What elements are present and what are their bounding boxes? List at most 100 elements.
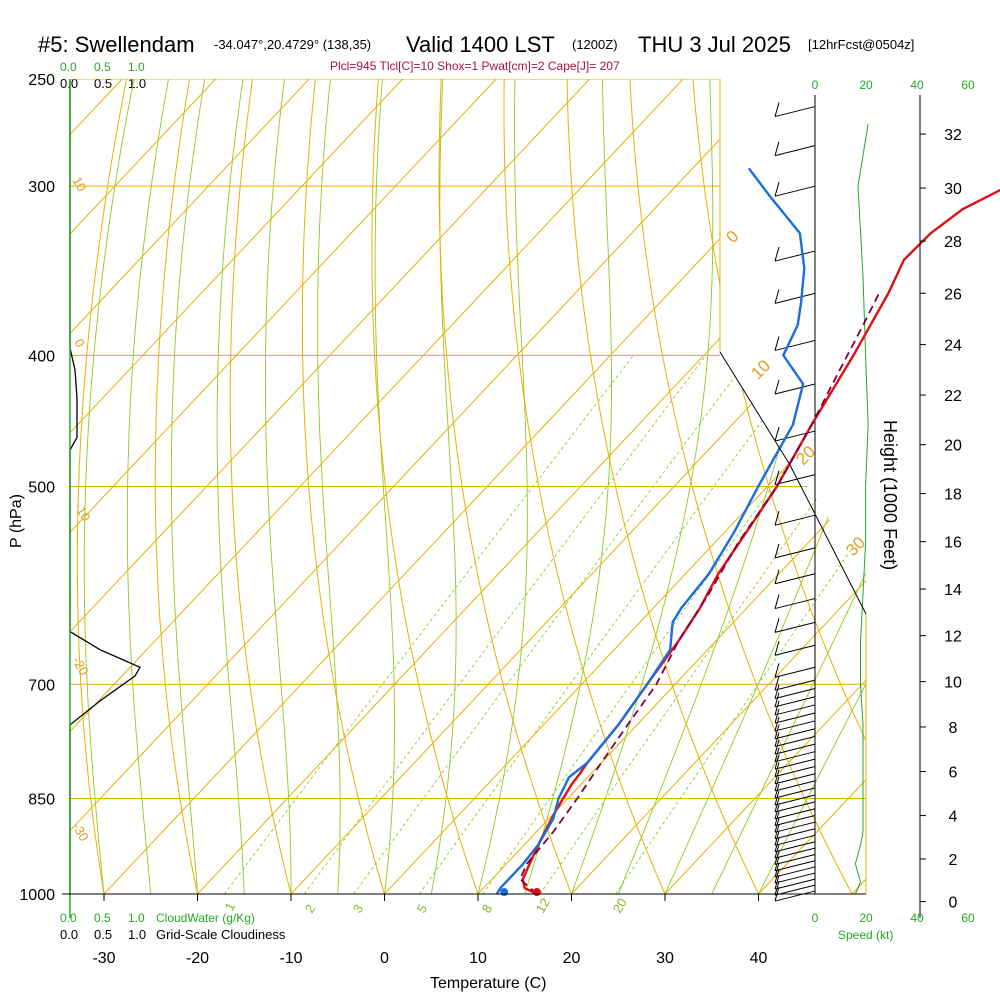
wind-barb — [774, 765, 816, 777]
wind-barb — [774, 890, 816, 902]
wind-barb — [774, 815, 816, 826]
isotherm-label-right: 10 — [747, 356, 774, 383]
wind-barb-flag — [774, 246, 780, 262]
wind-barb — [774, 821, 816, 833]
speed-tick-label-top: 60 — [961, 78, 975, 92]
height-tick-label: 2 — [949, 852, 958, 869]
wind-barb — [774, 743, 816, 755]
speed-tick-label: 0 — [812, 911, 819, 925]
wind-barb-flag — [774, 724, 780, 739]
moist-adiabat — [477, 79, 528, 894]
height-tick-label: 26 — [944, 286, 962, 303]
cloud-scale-top-label-0: 0.0 — [60, 60, 77, 74]
dry-adiabat — [503, 79, 666, 894]
wind-barb-flag — [774, 783, 780, 799]
wind-barb-flag — [774, 769, 780, 784]
mixing-ratio-line — [539, 355, 866, 894]
height-tick-label: 4 — [949, 809, 958, 826]
cloud-scale-top2-label-2: 1.0 — [128, 76, 146, 91]
wind-barb — [774, 679, 816, 691]
moist-adiabat — [664, 79, 866, 894]
isotherm-label-left: 10 — [69, 174, 89, 194]
height-tick-label: 24 — [944, 338, 962, 355]
moist-adiabat — [317, 79, 341, 894]
wind-barb — [774, 866, 816, 878]
wind-barb — [774, 787, 816, 799]
isotherm-label-right: 0 — [722, 227, 742, 247]
mixing-ratio-line — [303, 355, 707, 894]
pressure-tick-label: 400 — [28, 348, 55, 365]
wind-barb-flag — [774, 762, 780, 777]
cloudiness-label: Grid-Scale Cloudiness — [156, 927, 286, 942]
cloud-scale-bottom-label-2: 1.0 — [128, 911, 145, 925]
surface-temperature-marker — [532, 888, 541, 896]
pressure-tick-label: 700 — [28, 677, 55, 694]
wind-barb — [774, 728, 816, 740]
wind-barb-flag — [774, 470, 780, 485]
isotherm — [664, 79, 866, 894]
sounding-profiles — [495, 167, 1000, 896]
x-tick-label: 40 — [750, 950, 768, 967]
height-tick-label: 0 — [949, 895, 958, 912]
wind-barb-flag — [774, 754, 780, 770]
wind-barb — [774, 878, 816, 890]
wind-barb — [774, 847, 816, 859]
wind-barb — [774, 339, 816, 351]
wind-barb-flag — [774, 543, 780, 558]
wind-barb-flag — [774, 511, 780, 526]
isotherm — [571, 79, 866, 894]
x-tick-label: -20 — [186, 950, 209, 967]
cloud-scale-top-label-1: 0.5 — [94, 60, 111, 74]
wind-barb-flag — [774, 776, 780, 792]
wind-barb — [774, 292, 816, 304]
wind-barb-flag — [774, 182, 780, 197]
wind-barb — [774, 666, 816, 678]
wind-barb-flag — [774, 675, 780, 691]
wind-barb-flag — [774, 379, 780, 395]
mixing-ratio-label: 12 — [533, 895, 553, 915]
wind-barb — [774, 547, 816, 559]
wind-barb — [774, 801, 816, 813]
forecast-date: THU 3 Jul 2025 — [638, 32, 791, 57]
wind-barb — [774, 720, 816, 732]
wind-barb — [774, 383, 816, 395]
surface-dewpoint-marker — [500, 888, 509, 896]
isotherm-label-left: -30 — [69, 820, 91, 844]
height-tick-label: 32 — [944, 127, 962, 144]
dry-adiabat — [566, 79, 759, 894]
x-tick-label: 20 — [563, 950, 581, 967]
wind-barb-flag — [774, 426, 780, 442]
wind-barb — [774, 773, 816, 785]
isotherm — [70, 79, 216, 894]
station-coords: -34.047°,20.4729° (138,35) — [214, 37, 371, 52]
wind-barb — [774, 854, 816, 865]
isotherm-label-left: 0 — [71, 336, 88, 350]
cloud-scale-bottom: 0.0 0.5 1.0 CloudWater (g/Kg) 0.0 0.5 1.… — [60, 911, 286, 942]
mixing-ratio-line — [353, 355, 752, 894]
cloud-scale-top2-label-0: 0.0 — [60, 76, 78, 91]
moist-adiabat — [524, 79, 612, 894]
wind-barb — [774, 860, 816, 872]
wind-barb — [774, 106, 816, 118]
wind-barb — [774, 145, 816, 157]
valid-time: Valid 1400 LST — [406, 32, 555, 57]
wind-barb — [774, 736, 816, 747]
wind-barb-flag — [774, 663, 780, 678]
cloud-scale-bottom-label-1: 0.5 — [94, 911, 111, 925]
height-tick-label: 10 — [944, 675, 962, 692]
cloud-scale-top-label-2: 1.0 — [128, 60, 145, 74]
wind-barb-flag — [774, 716, 780, 732]
dry-adiabat — [301, 79, 385, 894]
station-title: #5: Swellendam — [38, 32, 195, 57]
wind-barb — [774, 758, 816, 770]
height-tick-label: 22 — [944, 388, 962, 405]
speed-tick-label: 20 — [859, 911, 873, 925]
wind-barb-flag — [774, 141, 780, 156]
wind-speed-line — [854, 124, 869, 895]
wind-barb — [774, 808, 816, 820]
wind-barb — [774, 704, 816, 716]
height-tick-label: 16 — [944, 535, 962, 552]
background-grid — [70, 79, 866, 894]
speed-axis-label: Speed (kt) — [838, 928, 893, 942]
